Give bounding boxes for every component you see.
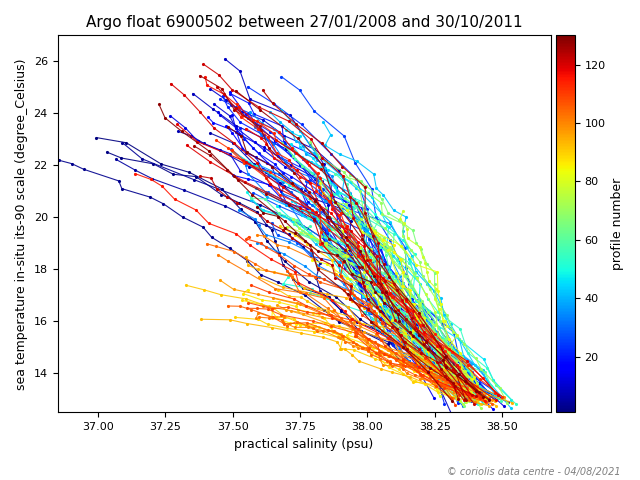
Text: © coriolis data centre - 04/08/2021: © coriolis data centre - 04/08/2021 [447,467,621,477]
Y-axis label: profile number: profile number [611,178,624,270]
X-axis label: practical salinity (psu): practical salinity (psu) [234,438,374,451]
Title: Argo float 6900502 between 27/01/2008 and 30/10/2011: Argo float 6900502 between 27/01/2008 an… [86,15,522,30]
Y-axis label: sea temperature in-situ its-90 scale (degree_Celsius): sea temperature in-situ its-90 scale (de… [15,58,28,390]
